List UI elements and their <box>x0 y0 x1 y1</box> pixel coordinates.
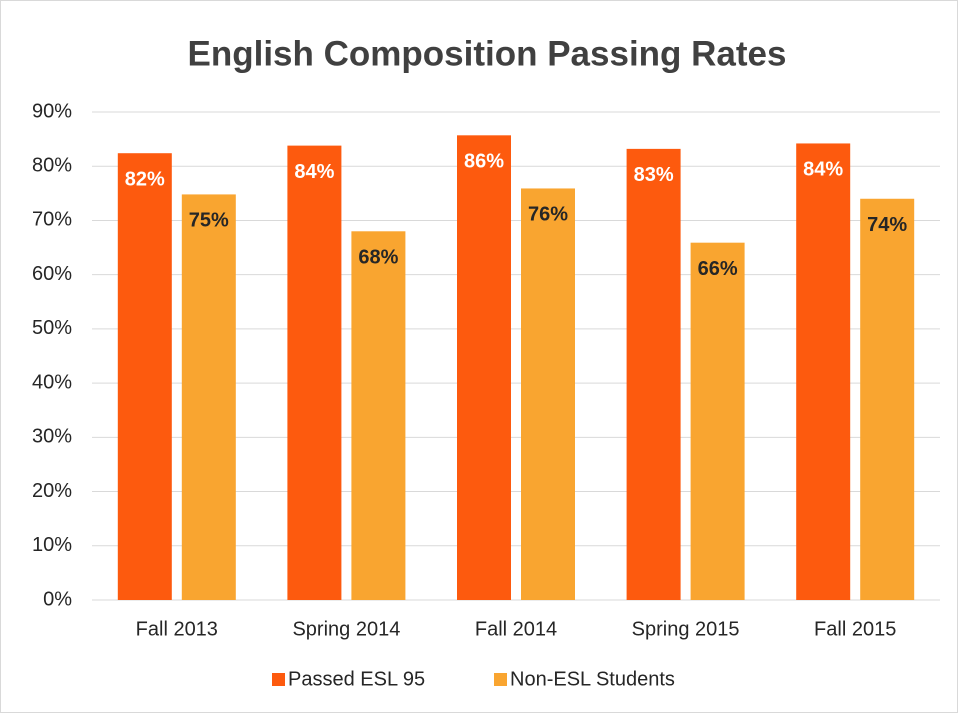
y-tick-label: 50% <box>32 317 72 339</box>
y-tick-label: 60% <box>32 263 72 285</box>
y-tick-label: 70% <box>32 209 72 231</box>
data-label: 82% <box>125 168 165 190</box>
legend-swatch <box>494 673 507 686</box>
data-label: 74% <box>867 214 907 236</box>
y-tick-label: 0% <box>43 588 72 610</box>
data-label: 66% <box>698 258 738 280</box>
y-tick-label: 80% <box>32 155 72 177</box>
bar <box>626 148 681 601</box>
legend-label: Non-ESL Students <box>510 668 675 690</box>
data-label: 83% <box>634 164 674 186</box>
data-label: 76% <box>528 204 568 226</box>
x-tick-label: Fall 2014 <box>475 618 557 640</box>
data-label: 84% <box>294 161 334 183</box>
data-label: 84% <box>803 159 843 181</box>
chart-title: English Composition Passing Rates <box>188 34 787 73</box>
bar <box>521 188 575 600</box>
legend-swatch <box>272 673 285 686</box>
legend-label: Passed ESL 95 <box>288 668 425 690</box>
bar <box>457 135 511 600</box>
y-tick-label: 30% <box>32 426 72 448</box>
y-tick-label: 90% <box>32 100 72 122</box>
bar <box>690 242 745 601</box>
bar <box>181 194 236 600</box>
bar <box>287 145 342 600</box>
x-tick-label: Spring 2014 <box>292 618 400 640</box>
bar <box>351 231 406 601</box>
y-tick-label: 20% <box>32 480 72 502</box>
data-label: 75% <box>189 210 229 232</box>
bar <box>796 143 851 600</box>
x-tick-label: Fall 2013 <box>136 618 218 640</box>
x-tick-label: Spring 2015 <box>632 618 740 640</box>
bar <box>117 153 172 600</box>
y-tick-label: 10% <box>32 534 72 556</box>
y-tick-label: 40% <box>32 371 72 393</box>
data-label: 68% <box>358 247 398 269</box>
bar <box>860 198 915 600</box>
data-label: 86% <box>464 151 504 173</box>
x-tick-label: Fall 2015 <box>814 618 896 640</box>
